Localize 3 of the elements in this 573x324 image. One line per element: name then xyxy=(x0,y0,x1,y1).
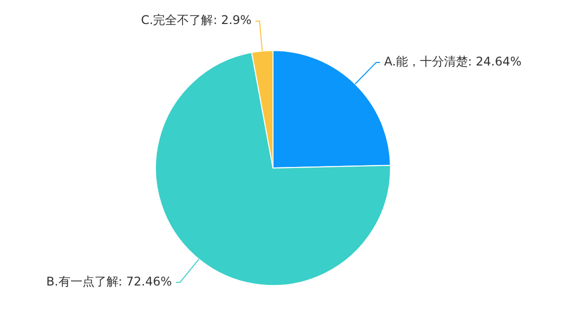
slice-label: B.有一点了解: 72.46% xyxy=(46,274,172,289)
slice-label: A.能，十分清楚: 24.64% xyxy=(384,54,522,69)
slice-label: C.完全不了解: 2.9% xyxy=(141,13,252,28)
